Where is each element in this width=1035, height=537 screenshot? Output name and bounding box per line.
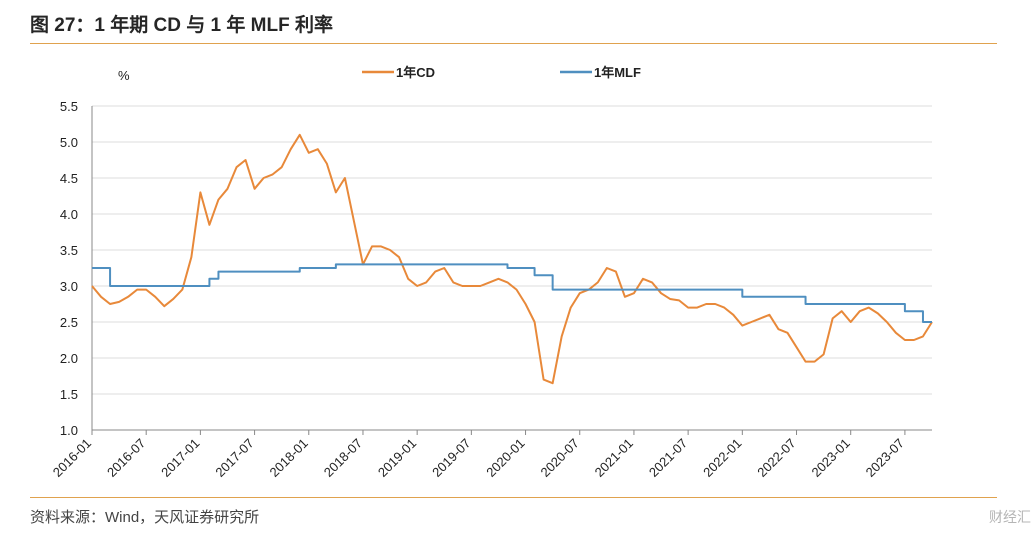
x-tick-label: 2022-01: [700, 436, 744, 480]
x-tick-label: 2019-01: [375, 436, 419, 480]
y-tick-label: 5.0: [60, 135, 78, 150]
legend-label-1: 1年CD: [396, 65, 435, 80]
legend-label-2: 1年MLF: [594, 65, 641, 80]
x-tick-label: 2021-01: [592, 436, 636, 480]
footer-divider: [30, 497, 997, 498]
y-tick-label: 4.5: [60, 171, 78, 186]
x-tick-label: 2016-01: [50, 436, 94, 480]
y-tick-label: 1.0: [60, 423, 78, 438]
series-line-2: [92, 263, 932, 323]
legend: 1年CD 1年MLF: [362, 65, 641, 80]
y-tick-label: 2.0: [60, 351, 78, 366]
x-tick-label: 2021-07: [646, 436, 690, 480]
y-tick-label: 2.5: [60, 315, 78, 330]
series-lines: [91, 133, 933, 385]
y-tick-label: 1.5: [60, 387, 78, 402]
y-axis-ticks: 1.0 1.5 2.0 2.5 3.0 3.5 4.0 4.5 5.0 5.5: [60, 99, 78, 438]
gridlines: [92, 105, 932, 395]
x-tick-label: 2019-07: [429, 436, 473, 480]
x-tick-label: 2017-07: [212, 436, 256, 480]
x-tick-label: 2023-07: [863, 436, 907, 480]
y-axis-unit: %: [118, 68, 130, 83]
x-tick-label: 2020-01: [483, 436, 527, 480]
page-title: 图 27：1 年期 CD 与 1 年 MLF 利率: [30, 15, 333, 36]
watermark: 财经汇: [989, 509, 1031, 525]
y-tick-label: 5.5: [60, 99, 78, 114]
x-tick-label: 2017-01: [158, 436, 202, 480]
y-tick-label: 3.0: [60, 279, 78, 294]
title-divider: [30, 43, 997, 44]
x-tick-label: 2018-01: [267, 436, 311, 480]
x-tick-label: 2023-01: [808, 436, 852, 480]
y-tick-label: 4.0: [60, 207, 78, 222]
line-chart: 1.01.52.02.53.03.54.04.55.05.5 2016-01 20…: [50, 65, 933, 480]
series-line-1: [91, 133, 933, 385]
x-tick-label: 2018-07: [321, 436, 365, 480]
x-tick-label: 2020-07: [538, 436, 582, 480]
y-tick-label: 3.5: [60, 243, 78, 258]
x-axis-ticks: 2016-01 2016-07 2017-01 2017-07 2018-01 2018-…: [50, 430, 907, 480]
x-tick-label: 2022-07: [754, 436, 798, 480]
source-note: 资料来源：Wind，天风证券研究所: [30, 509, 260, 526]
x-tick-label: 2016-07: [104, 436, 148, 480]
